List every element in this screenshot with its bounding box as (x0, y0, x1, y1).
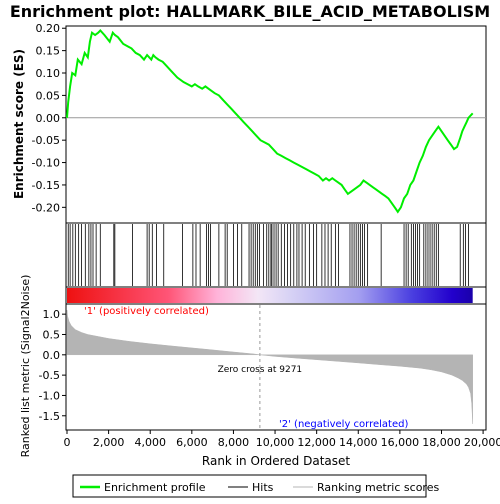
rank-x-tick-label: 0 (64, 436, 71, 449)
es-y-tick-label: 0.10 (36, 67, 61, 80)
rank-x-tick-label: 4,000 (134, 436, 166, 449)
rank-x-tick-label: 16,000 (381, 436, 420, 449)
metric-y-tick-label: 1.0 (43, 308, 61, 321)
rank-x-tick-label: 20,000 (464, 436, 500, 449)
rank-x-tick-label: 18,000 (422, 436, 461, 449)
positive-correlation-label: '1' (positively correlated) (84, 306, 209, 317)
metric-y-tick-label: -0.5 (39, 369, 60, 382)
rank-x-tick-label: 2,000 (93, 436, 125, 449)
ranking-color-bar (67, 288, 473, 303)
es-y-tick-label: 0.20 (36, 22, 61, 35)
negative-correlation-label: '2' (negatively correlated) (279, 419, 408, 430)
metric-y-tick-label: 0.5 (43, 328, 61, 341)
es-y-tick-label: -0.05 (32, 134, 60, 147)
es-y-axis-label: Enrichment score (ES) (12, 49, 26, 199)
legend-metric-label: Ranking metric scores (317, 481, 439, 494)
rank-x-axis-label: Rank in Ordered Dataset (202, 454, 350, 468)
es-y-tick-label: -0.20 (32, 201, 60, 214)
rank-x-tick-label: 12,000 (297, 436, 336, 449)
zero-cross-label: Zero cross at 9271 (218, 365, 303, 375)
es-y-tick-label: -0.15 (32, 179, 60, 192)
rank-x-tick-label: 6,000 (176, 436, 208, 449)
es-panel-frame (66, 26, 486, 223)
legend-profile-label: Enrichment profile (104, 481, 206, 494)
es-y-axis: 0.20 0.15 0.10 0.05 0.00 -0.05 -0.10 -0.15 -0.20 (32, 22, 66, 214)
legend-hits-label: Hits (252, 481, 274, 494)
rank-x-tick-label: 14,000 (339, 436, 378, 449)
rank-x-tick-label: 8,000 (218, 436, 250, 449)
es-y-tick-label: 0.00 (36, 112, 61, 125)
es-y-tick-label: 0.15 (36, 45, 61, 58)
es-y-tick-label: 0.05 (36, 89, 61, 102)
metric-y-axis-label: Ranked list metric (Signal2Noise) (19, 275, 32, 458)
metric-y-tick-label: -1.0 (39, 389, 60, 402)
rank-x-tick-label: 10,000 (256, 436, 295, 449)
es-y-tick-label: -0.10 (32, 157, 60, 170)
metric-y-tick-label: -1.5 (39, 410, 60, 423)
metric-y-tick-label: 0.0 (43, 349, 61, 362)
chart-title: Enrichment plot: HALLMARK_BILE_ACID_META… (10, 2, 490, 21)
metric-y-axis: 1.0 0.5 0.0 -0.5 -1.0 -1.5 (39, 308, 66, 423)
